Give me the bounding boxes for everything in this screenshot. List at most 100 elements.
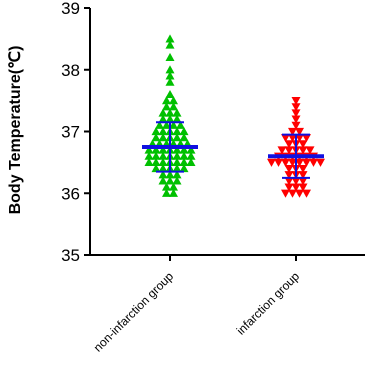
data-point bbox=[162, 120, 171, 129]
data-point bbox=[144, 145, 154, 154]
data-point bbox=[295, 127, 304, 136]
data-point bbox=[169, 102, 178, 111]
data-point bbox=[165, 52, 175, 61]
data-point bbox=[165, 114, 175, 123]
data-point bbox=[172, 114, 182, 123]
data-point bbox=[274, 158, 283, 167]
data-point bbox=[165, 34, 175, 43]
data-point bbox=[298, 146, 308, 155]
data-point bbox=[291, 177, 301, 186]
data-point bbox=[158, 176, 168, 185]
data-point bbox=[169, 96, 178, 105]
data-point bbox=[302, 134, 311, 143]
data-point bbox=[316, 158, 325, 167]
data-point bbox=[169, 188, 178, 197]
data-point bbox=[158, 108, 168, 117]
data-point bbox=[162, 96, 171, 105]
data-point bbox=[169, 182, 178, 191]
y-tick-label: 38 bbox=[61, 61, 80, 80]
data-point bbox=[298, 183, 308, 192]
data-point bbox=[176, 120, 185, 129]
data-point bbox=[302, 189, 311, 198]
data-point bbox=[158, 133, 168, 142]
data-point bbox=[298, 164, 308, 174]
data-point bbox=[295, 189, 304, 198]
data-point bbox=[158, 114, 168, 123]
data-point bbox=[291, 121, 301, 130]
data-point bbox=[165, 170, 175, 179]
data-point bbox=[165, 176, 175, 185]
data-point bbox=[172, 170, 182, 179]
y-tick-label: 35 bbox=[61, 246, 80, 265]
data-point bbox=[165, 40, 175, 49]
data-point bbox=[179, 145, 189, 154]
data-point bbox=[151, 157, 161, 166]
data-point bbox=[144, 157, 154, 166]
data-point bbox=[291, 115, 301, 124]
data-point bbox=[291, 183, 301, 192]
data-point bbox=[158, 127, 168, 136]
data-point bbox=[186, 151, 196, 160]
data-point bbox=[165, 65, 175, 74]
data-point bbox=[179, 164, 189, 173]
data-point bbox=[281, 189, 290, 198]
data-point bbox=[284, 146, 294, 155]
y-tick-label: 39 bbox=[61, 0, 80, 18]
data-point bbox=[291, 97, 301, 106]
data-point bbox=[172, 151, 182, 160]
y-tick-label: 37 bbox=[61, 123, 80, 142]
data-point bbox=[144, 151, 154, 160]
y-axis-label: Body Temperature(℃) bbox=[7, 46, 24, 215]
data-point bbox=[162, 188, 171, 197]
data-point bbox=[288, 158, 297, 167]
data-point bbox=[305, 146, 315, 155]
data-point bbox=[151, 127, 161, 136]
data-point bbox=[284, 140, 294, 149]
data-point bbox=[291, 103, 301, 112]
data-point bbox=[288, 189, 297, 198]
data-point bbox=[162, 102, 171, 111]
data-point bbox=[158, 170, 168, 179]
data-point bbox=[288, 134, 297, 143]
data-point bbox=[165, 77, 175, 86]
data-point bbox=[162, 182, 171, 191]
data-point bbox=[165, 89, 175, 99]
data-point bbox=[298, 171, 308, 180]
data-point bbox=[298, 140, 308, 149]
data-point bbox=[172, 157, 182, 166]
data-point bbox=[165, 108, 175, 117]
data-point bbox=[284, 171, 294, 180]
data-point bbox=[295, 134, 304, 143]
data-point bbox=[295, 158, 304, 167]
data-point bbox=[172, 145, 182, 154]
data-point bbox=[288, 127, 297, 136]
data-point bbox=[172, 133, 182, 142]
data-point bbox=[281, 134, 290, 143]
data-point bbox=[151, 151, 161, 160]
data-point bbox=[172, 108, 182, 117]
data-point bbox=[179, 151, 189, 160]
data-point bbox=[158, 145, 168, 154]
data-point bbox=[172, 176, 182, 185]
data-point bbox=[291, 109, 301, 118]
data-point bbox=[186, 145, 196, 154]
data-point bbox=[179, 133, 189, 142]
data-point bbox=[172, 164, 182, 173]
data-point bbox=[309, 158, 318, 167]
y-tick-label: 36 bbox=[61, 184, 80, 203]
data-point bbox=[151, 133, 161, 142]
data-point bbox=[179, 157, 189, 166]
data-point bbox=[169, 120, 178, 129]
data-point bbox=[151, 145, 161, 154]
data-point bbox=[158, 164, 168, 173]
data-point bbox=[284, 164, 294, 174]
data-point bbox=[281, 158, 290, 167]
data-point bbox=[165, 71, 175, 80]
data-point bbox=[179, 127, 189, 136]
x-tick-label: non-infarction group bbox=[91, 269, 177, 355]
data-point bbox=[284, 183, 294, 192]
data-point bbox=[172, 127, 182, 136]
data-point bbox=[155, 120, 164, 129]
data-point bbox=[186, 157, 196, 166]
